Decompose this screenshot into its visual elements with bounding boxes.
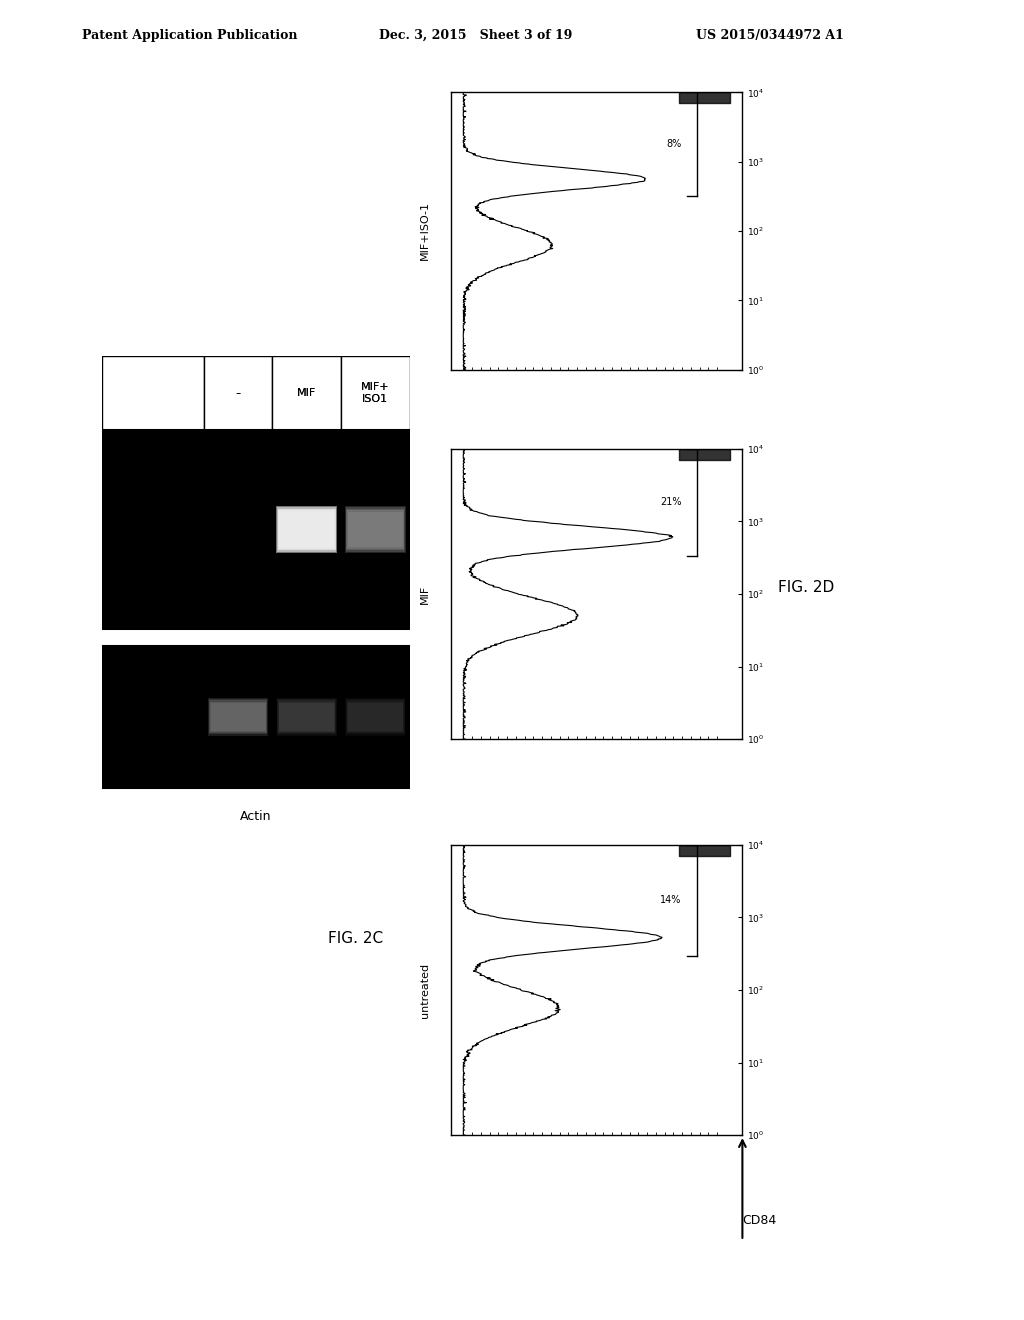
Text: MIF: MIF	[297, 388, 316, 399]
Text: Patent Application Publication: Patent Application Publication	[82, 29, 297, 42]
Bar	[272, 356, 341, 430]
Text: Actin: Actin	[241, 810, 271, 824]
Bar	[279, 701, 335, 733]
Bar	[345, 506, 406, 553]
Text: US 2015/0344972 A1: US 2015/0344972 A1	[696, 29, 844, 42]
Text: Dec. 3, 2015   Sheet 3 of 19: Dec. 3, 2015 Sheet 3 of 19	[379, 29, 572, 42]
Bar	[341, 356, 410, 430]
Text: CD84: CD84	[742, 1214, 776, 1228]
Text: -: -	[237, 388, 240, 399]
Text: 21%: 21%	[660, 498, 682, 507]
Bar	[348, 702, 402, 731]
Bar	[348, 512, 402, 548]
Bar	[341, 356, 410, 430]
Bar	[279, 511, 335, 549]
Text: CD84: CD84	[239, 652, 273, 664]
Bar	[345, 698, 406, 735]
Text: MIF+
ISO1: MIF+ ISO1	[361, 383, 389, 404]
Bar	[346, 508, 404, 550]
Bar	[346, 700, 404, 734]
Bar	[209, 700, 267, 734]
Bar	[272, 356, 341, 430]
Text: -: -	[236, 387, 241, 400]
Bar	[102, 645, 410, 788]
Bar	[209, 508, 267, 550]
Text: 14%: 14%	[660, 895, 682, 906]
Bar	[279, 701, 336, 734]
Bar	[276, 698, 337, 735]
Bar	[102, 430, 410, 628]
Bar	[210, 511, 266, 549]
Text: FIG. 2D: FIG. 2D	[778, 579, 835, 595]
Text: 8%: 8%	[667, 140, 682, 149]
Bar	[347, 511, 403, 549]
Bar	[211, 512, 265, 548]
Bar	[347, 701, 403, 733]
Bar	[276, 507, 337, 552]
Bar	[278, 508, 336, 550]
Text: MIF+ISO-1: MIF+ISO-1	[420, 202, 430, 260]
Text: FIG. 2C: FIG. 2C	[328, 931, 383, 945]
Text: MIF+
ISO1: MIF+ ISO1	[361, 383, 389, 404]
Text: untreated: untreated	[420, 962, 430, 1018]
Bar	[280, 512, 334, 548]
Bar	[276, 506, 337, 553]
Bar	[210, 701, 267, 734]
Bar	[210, 701, 266, 733]
Bar	[208, 507, 268, 552]
Bar	[208, 698, 268, 735]
Bar	[211, 702, 265, 731]
Bar	[204, 356, 272, 430]
Bar	[278, 700, 336, 734]
Bar	[204, 356, 272, 430]
Bar	[346, 701, 403, 734]
Text: -: -	[237, 388, 240, 399]
Text: MIF: MIF	[297, 388, 316, 399]
Text: MIF: MIF	[420, 585, 430, 603]
Bar	[208, 506, 268, 553]
Bar	[345, 507, 406, 552]
Bar	[280, 702, 334, 731]
Bar	[102, 356, 204, 430]
